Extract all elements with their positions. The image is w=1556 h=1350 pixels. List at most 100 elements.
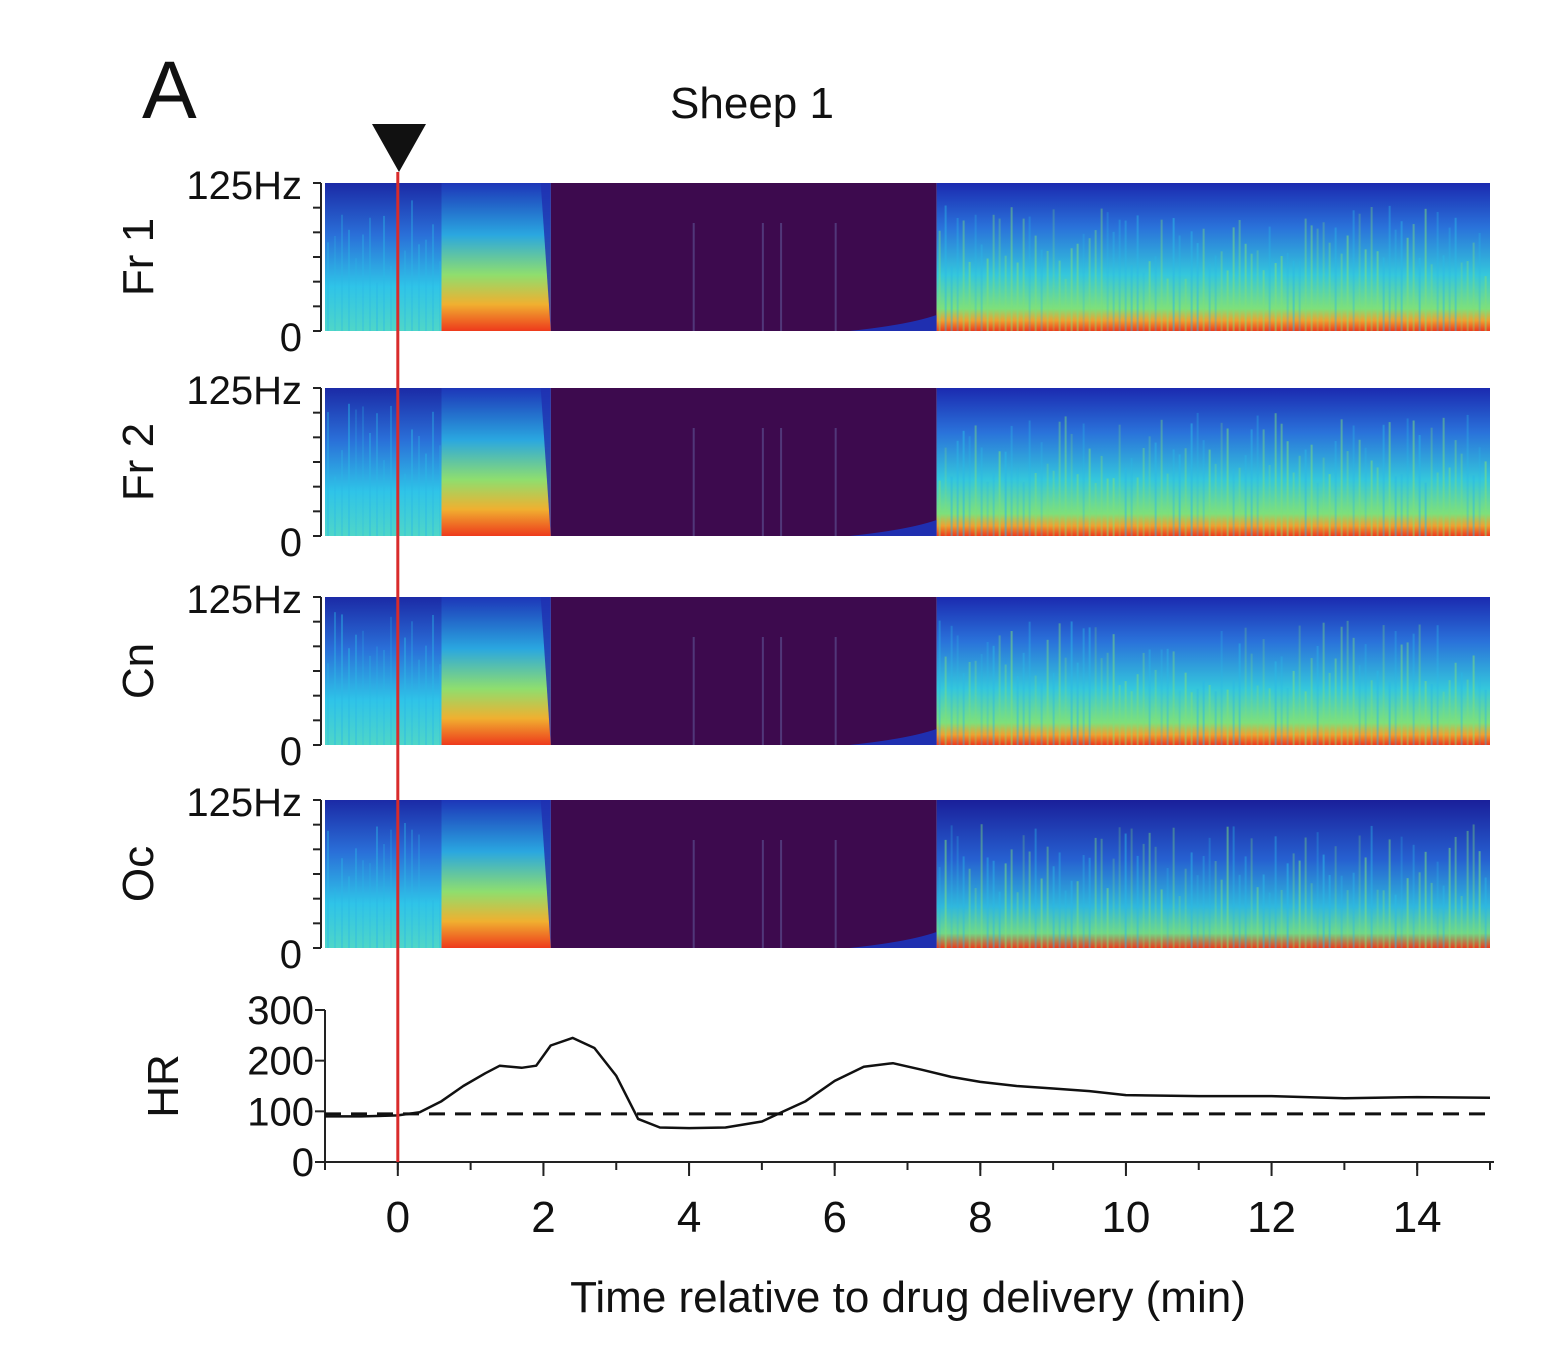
spectrogram-streak xyxy=(1004,664,1007,745)
spectrogram-streak xyxy=(1076,662,1079,745)
spectrogram-streak xyxy=(362,406,364,536)
spectrogram-streak xyxy=(1202,680,1205,745)
spectrogram-streak xyxy=(998,891,1001,948)
spectrogram-streak xyxy=(1124,833,1127,948)
spectrogram-streak xyxy=(956,635,959,745)
spectrogram-streak xyxy=(986,857,989,948)
spectrogram-streak xyxy=(1382,890,1385,948)
spectrogram-streak xyxy=(1130,458,1133,536)
spectrogram-streak xyxy=(1334,658,1337,745)
burst-spike xyxy=(834,428,837,536)
spectrogram-streak xyxy=(1400,836,1403,948)
spectrogram-streak xyxy=(1184,448,1187,536)
spectrogram-streak xyxy=(1232,826,1235,948)
spectrogram-streak xyxy=(348,229,350,331)
spectrogram-streak xyxy=(1232,468,1235,536)
spectrogram-streak xyxy=(1028,621,1031,745)
spectrogram-streak xyxy=(1454,217,1457,331)
spectrogram-streak xyxy=(1010,425,1013,536)
spectrogram-streak xyxy=(1436,861,1439,948)
spectrogram-segment-awake xyxy=(325,800,442,948)
spectrogram-streak xyxy=(1280,656,1283,745)
spectrogram-streak xyxy=(1166,473,1169,536)
spectrogram-streak xyxy=(1484,689,1487,745)
spectrogram-streak xyxy=(1316,228,1319,331)
spectrogram-streak xyxy=(1430,264,1433,331)
spectrogram-streak xyxy=(992,472,995,536)
spectrogram-streak xyxy=(1304,691,1307,745)
spectrogram-streak xyxy=(390,405,392,536)
spectrogram-streak xyxy=(1160,419,1163,536)
spectrogram-streak xyxy=(390,829,392,948)
spectrogram-streak xyxy=(1100,658,1103,745)
spectrogram-streak xyxy=(1178,454,1181,536)
spectrogram-streak xyxy=(1190,692,1193,745)
spectrogram-streak xyxy=(1310,225,1313,331)
spectrogram-streak xyxy=(1262,429,1265,536)
spectrogram-streak xyxy=(334,476,336,536)
spectrogram-streak xyxy=(1136,855,1139,948)
spectrogram-streak xyxy=(938,480,941,536)
spectrogram-streak xyxy=(355,848,357,948)
spectrogram-streak xyxy=(1082,855,1085,948)
spectrogram-streak xyxy=(1436,625,1439,745)
spectrogram-streak xyxy=(1430,882,1433,948)
spectrogram-segment-recovery xyxy=(936,800,1490,948)
spectrogram-streak xyxy=(1010,207,1013,331)
spectrogram-streak xyxy=(1148,649,1151,745)
spectrogram-streak xyxy=(362,630,364,745)
spectrogram-streak xyxy=(1448,680,1451,745)
spectrogram-streak xyxy=(1190,852,1193,948)
spectrogram-streak xyxy=(1016,262,1019,331)
spectrogram-streak xyxy=(1004,451,1007,536)
spectrogram-streak xyxy=(1208,837,1211,948)
spectrogram-streak xyxy=(1376,889,1379,948)
spectrogram-streak xyxy=(1466,830,1469,948)
spectrogram-streak xyxy=(1268,465,1271,536)
spectrogram-streak xyxy=(1418,434,1421,536)
spectrogram-streak xyxy=(1130,265,1133,331)
y-tick-label-min: 0 xyxy=(280,730,302,774)
spectrogram-streak xyxy=(1466,414,1469,536)
spectrogram-streak xyxy=(1412,224,1415,331)
spectrogram-streak xyxy=(1388,839,1391,948)
spectrogram-streak xyxy=(962,856,965,948)
hr-series-line xyxy=(325,1036,1491,1130)
spectrogram-streak xyxy=(1214,861,1217,948)
spectrogram-streak xyxy=(1406,237,1409,331)
spectrogram-streak xyxy=(1034,235,1037,331)
spectrogram-streak xyxy=(1256,250,1259,331)
spectrogram-streak xyxy=(1448,227,1451,331)
spectrogram-streak xyxy=(1226,428,1229,536)
spectrogram-streak xyxy=(439,445,441,536)
spectrogram-streak xyxy=(1118,424,1121,536)
spectrogram-streak xyxy=(376,826,378,948)
x-tick-label: 10 xyxy=(1101,1193,1150,1242)
spectrogram-streak xyxy=(1124,467,1127,536)
panel-letter: A xyxy=(142,45,197,136)
spectrogram-streak xyxy=(1094,230,1097,331)
channel-label: Oc xyxy=(114,846,163,902)
spectrogram-streak xyxy=(974,887,977,948)
spectrogram-streak xyxy=(1262,874,1265,948)
spectrogram-streak xyxy=(944,447,947,536)
spectrogram-streak xyxy=(1154,256,1157,331)
spectrogram-streak xyxy=(439,664,441,745)
spectrogram-streak xyxy=(411,200,413,331)
spectrogram-streak xyxy=(1106,478,1109,536)
spectrogram-streak xyxy=(1064,416,1067,536)
spectrogram-streak xyxy=(1034,828,1037,948)
spectrogram-streak xyxy=(1112,478,1115,536)
spectrogram-streak xyxy=(1010,849,1013,948)
spectrogram-streak xyxy=(1304,837,1307,948)
spectrogram-streak xyxy=(1382,625,1385,745)
spectrogram-streak xyxy=(1106,888,1109,948)
spectrogram-streak xyxy=(956,836,959,948)
spectrogram-streak xyxy=(980,447,983,536)
spectrogram-streak xyxy=(1184,278,1187,331)
slow-wave-edge xyxy=(540,597,551,745)
spectrogram-streak xyxy=(1136,215,1139,331)
spectrogram-streak xyxy=(1274,661,1277,745)
spectrogram-streak xyxy=(1478,676,1481,745)
spectrogram-streak xyxy=(1040,683,1043,745)
